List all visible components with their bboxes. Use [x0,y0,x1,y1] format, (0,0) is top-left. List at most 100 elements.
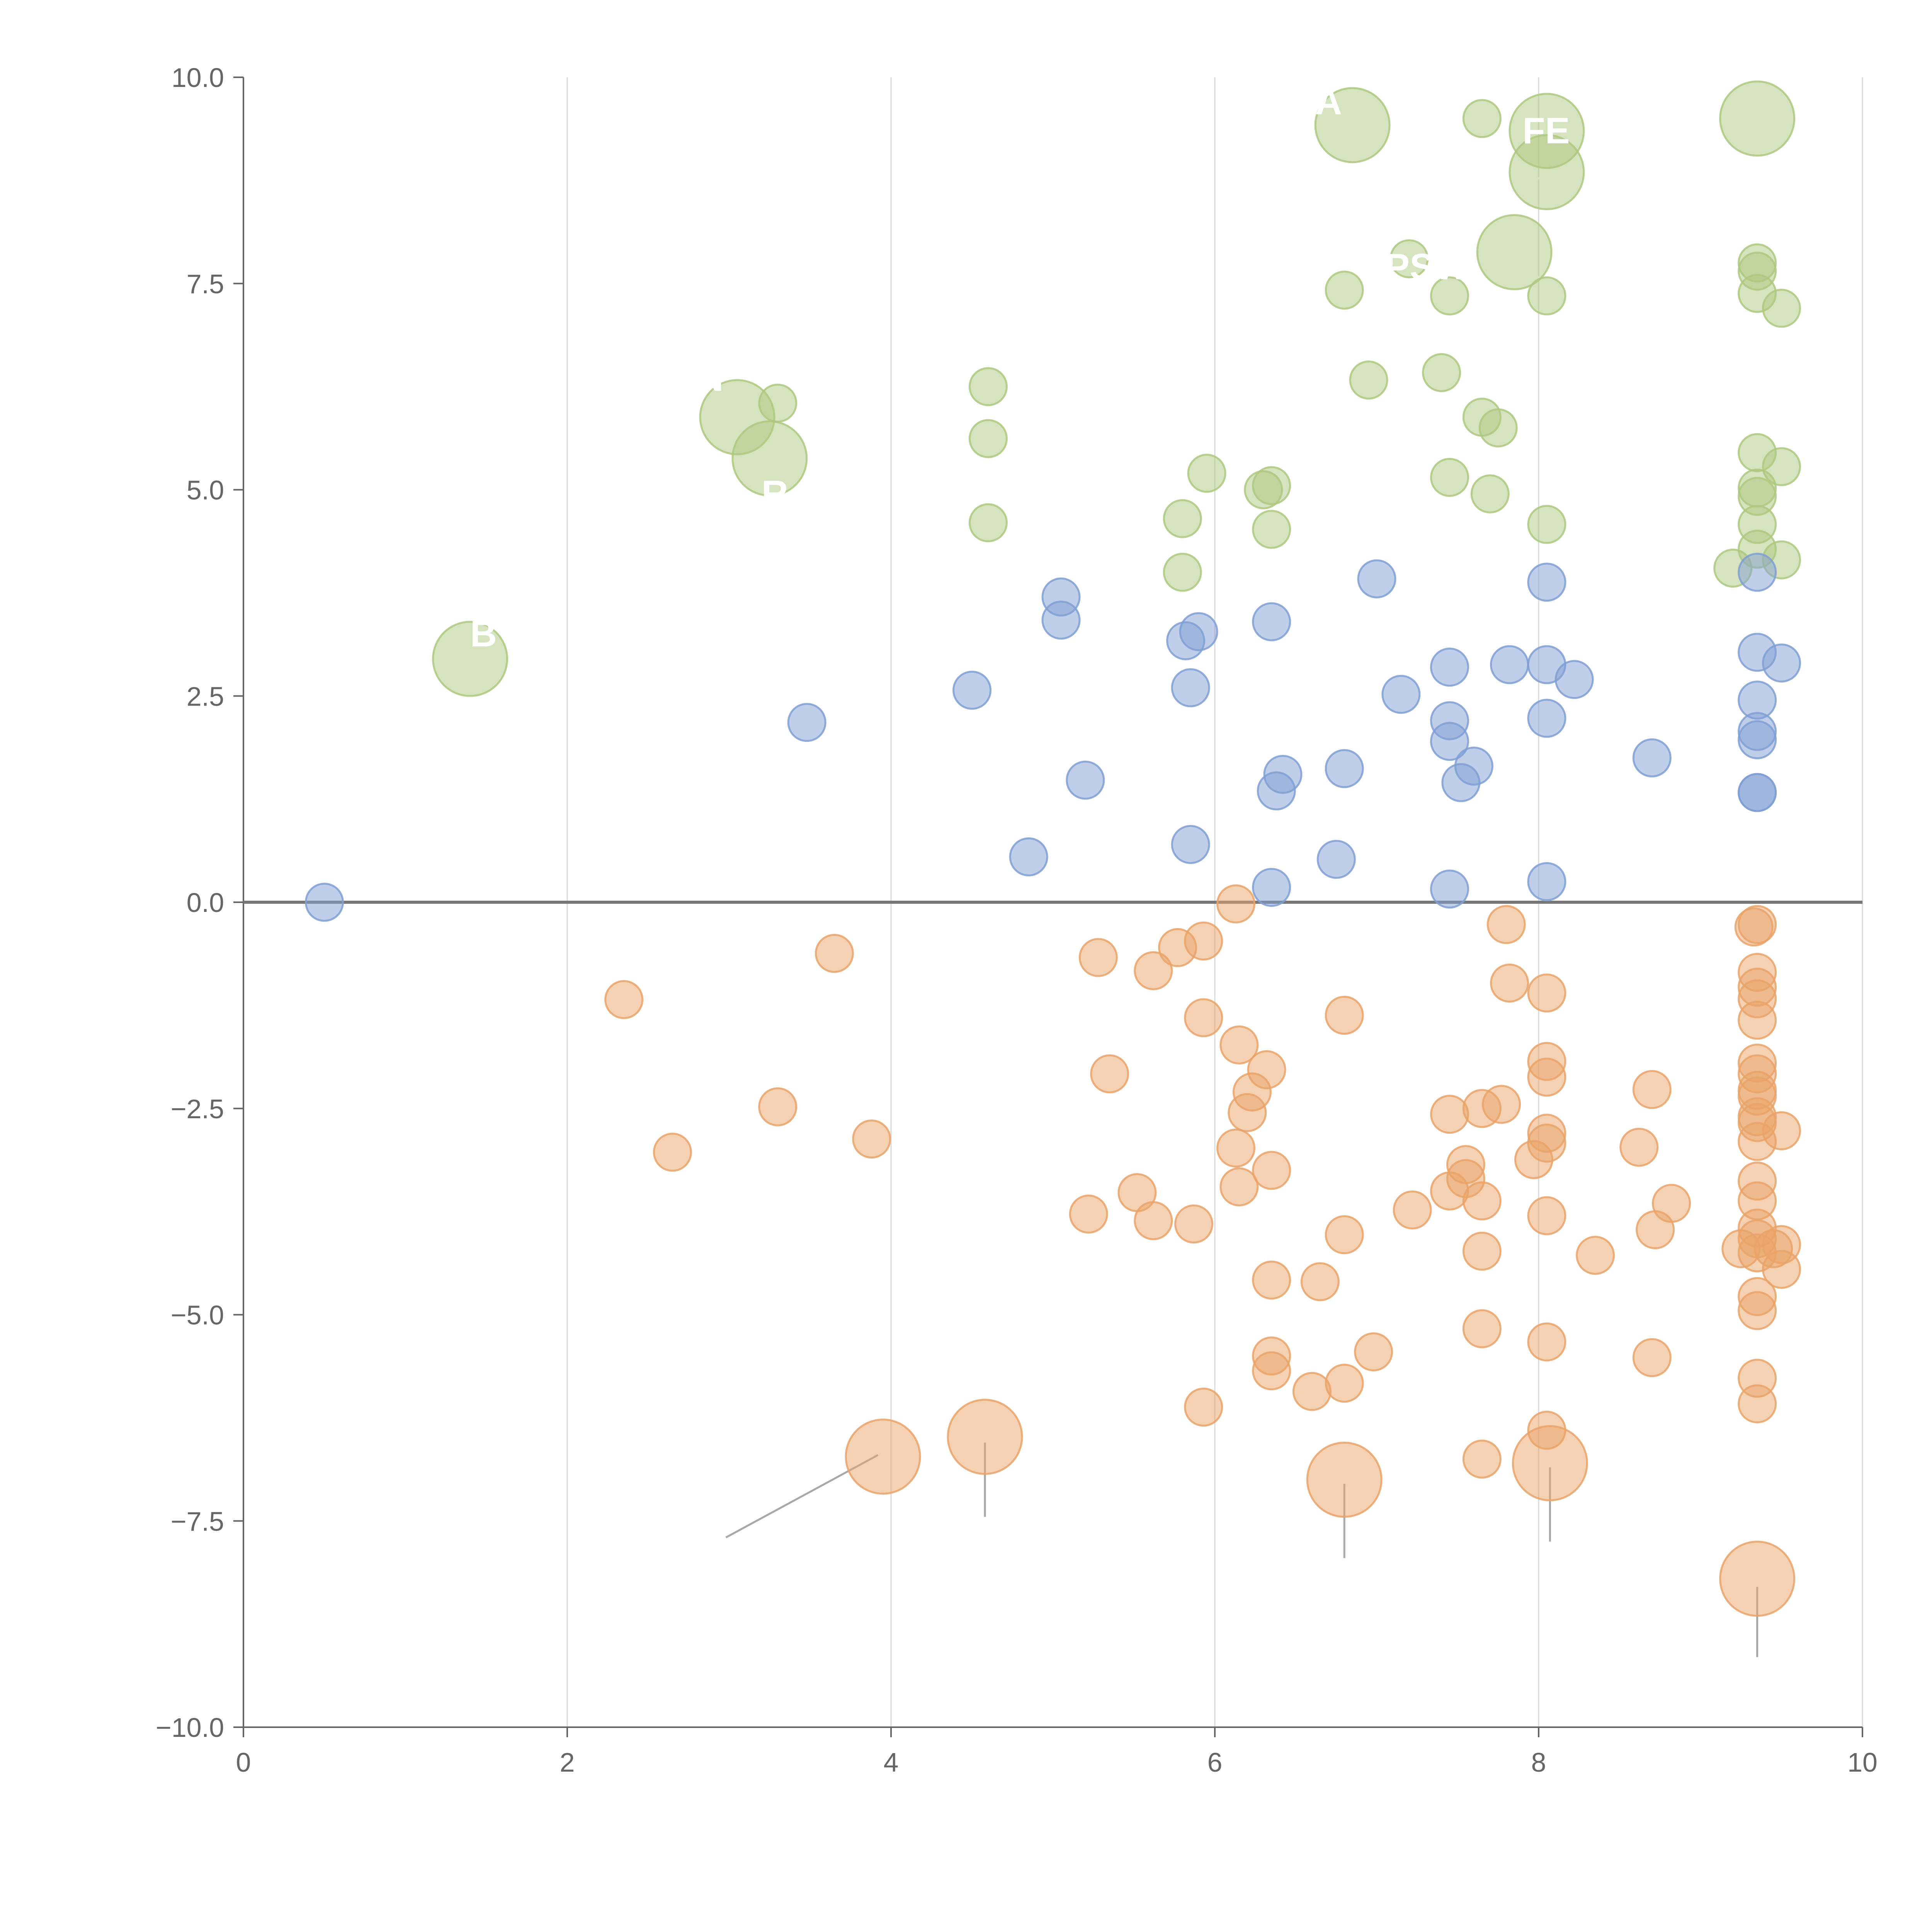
y-tick-label: 2.5 [187,681,224,711]
middle-bubble [1257,771,1296,811]
negative-bubble [1512,1425,1588,1502]
middle-bubble [1527,862,1566,901]
negative-bubble [1482,1085,1521,1124]
bubble-annotation: A [1315,81,1342,122]
negative-bubble [1306,1442,1383,1518]
positive-bubble [1252,466,1291,505]
negative-bubble [1527,1123,1566,1163]
negative-bubble [1527,1196,1566,1235]
middle-bubble [1171,668,1210,707]
bubbles [305,80,1801,1617]
negative-bubble [1462,1181,1502,1221]
negative-bubble [1184,1388,1223,1427]
negative-bubble [653,1133,692,1172]
negative-bubble [1652,1184,1691,1223]
positive-bubble [968,503,1008,543]
y-tick-label: 10.0 [172,63,224,93]
middle-bubble [1316,840,1356,879]
x-tick-label: 2 [560,1747,575,1777]
axes: 0 2 4 6 8 10 −10.0 −7.5 −5.0 −2.5 0.0 2.5 5.0 7.5 10.0 [156,63,1878,1777]
negative-bubble [1354,1332,1393,1372]
positive-bubble [1163,553,1202,592]
negative-bubble [1462,1439,1502,1479]
negative-bubble [1632,1338,1672,1378]
y-tick-label: −7.5 [171,1506,224,1536]
negative-bubble [1430,1171,1469,1211]
bubble-annotation: FE [1522,110,1570,151]
positive-bubble [1762,289,1801,328]
negative-bubble [1738,1291,1777,1330]
negative-bubble [1762,1250,1801,1289]
negative-bubble [1219,1167,1259,1207]
middle-bubble [1252,602,1291,641]
negative-bubble [1228,1093,1267,1132]
x-tick-label: 10 [1847,1747,1878,1777]
middle-bubble [305,883,344,922]
negative-bubble [758,1087,798,1126]
middle-bubble [1009,837,1048,877]
y-tick-label: −5.0 [171,1300,224,1330]
middle-bubble [1252,868,1291,907]
negative-bubble [1292,1372,1332,1411]
positive-bubble [1252,510,1291,549]
negative-bubble [1393,1190,1432,1230]
positive-bubble [1476,214,1553,291]
negative-bubble [845,1418,921,1495]
middle-bubble [1171,825,1210,864]
positive-bubble [968,367,1008,406]
negative-bubble [1078,938,1118,977]
middle-bubble [1554,660,1594,699]
negative-bubble [1325,995,1364,1035]
positive-bubble [1430,457,1469,497]
middle-bubble [1527,563,1566,602]
middle-bubble [1179,612,1218,651]
middle-bubble [1762,643,1801,683]
middle-bubble [1430,648,1469,687]
positive-bubble [1527,276,1566,316]
negative-bubble [604,980,644,1019]
positive-bubble [1478,408,1518,447]
negative-bubble [1184,998,1223,1037]
middle-bubble [1527,699,1566,738]
positive-bubble [1349,361,1388,400]
negative-bubble [1576,1236,1615,1275]
negative-bubble [1069,1194,1108,1234]
negative-bubble [1734,907,1774,947]
middle-bubble [1325,749,1364,788]
y-tick-label: 0.0 [187,888,224,918]
positive-bubble [1509,134,1585,211]
negative-bubble [1325,1215,1364,1254]
middle-bubble [1738,773,1777,812]
middle-bubble [1430,722,1469,761]
negative-bubble [1300,1262,1340,1301]
negative-bubble [1090,1054,1129,1094]
positive-bubble [1422,353,1461,392]
negative-bubble [1219,1025,1259,1065]
y-tick-label: 5.0 [187,475,224,505]
x-tick-label: 0 [236,1747,251,1777]
middle-bubble [1738,720,1777,759]
negative-bubble [1216,1128,1255,1168]
middle-bubble [787,703,827,742]
middle-bubble [1066,760,1105,800]
middle-bubble [1357,559,1396,599]
positive-bubble [1163,499,1202,538]
negative-bubble [852,1119,891,1159]
negative-bubble [1216,884,1255,923]
middle-bubble [1381,675,1421,714]
x-tick-label: 6 [1208,1747,1223,1777]
y-tick-label: −2.5 [171,1094,224,1124]
bubble-annotation: B E [470,613,532,655]
negative-bubble [1490,963,1529,1003]
positive-bubble [1187,454,1226,493]
negative-bubble [1486,905,1526,944]
positive-bubble [1719,80,1796,157]
positive-bubble [1470,474,1510,514]
positive-bubble [1527,505,1566,544]
middle-bubble [1441,763,1481,802]
positive-bubble [968,419,1008,458]
negative-bubble [1252,1151,1291,1190]
x-tick-label: 4 [884,1747,899,1777]
negative-bubble [815,934,854,973]
